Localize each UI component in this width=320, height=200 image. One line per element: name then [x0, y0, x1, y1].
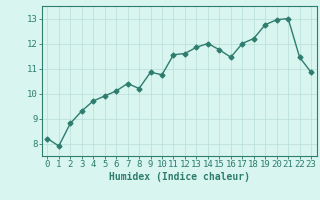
X-axis label: Humidex (Indice chaleur): Humidex (Indice chaleur)	[109, 172, 250, 182]
